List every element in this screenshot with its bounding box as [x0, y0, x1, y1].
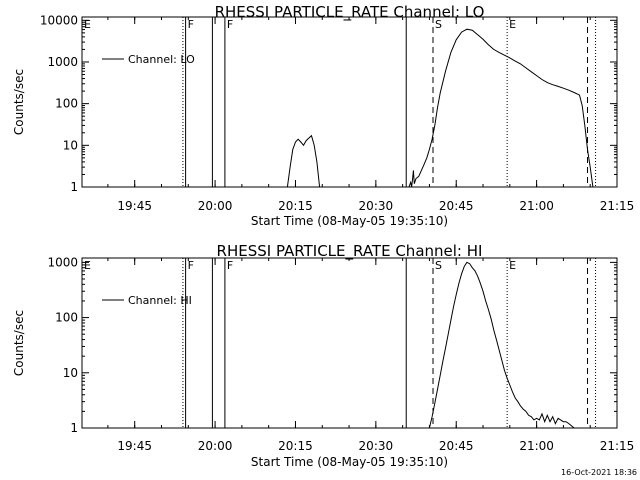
- x-tick-label: 20:15: [278, 439, 313, 453]
- y-tick-label: 1: [70, 421, 78, 435]
- series-line: [428, 261, 575, 429]
- plot-frame: [81, 16, 618, 188]
- x-tick-label: 21:15: [600, 439, 635, 453]
- chart-title: RHESSI PARTICLE_RATE Channel: HI: [217, 242, 483, 261]
- plot-frame: [81, 257, 618, 429]
- y-tick-label: 1000: [47, 255, 78, 269]
- x-tick-label: 21:00: [519, 439, 554, 453]
- y-tick-label: 100: [55, 311, 78, 325]
- series-line: [286, 28, 594, 188]
- y-tick-label: 10: [63, 138, 78, 152]
- x-axis-label: Start Time (08-May-05 19:35:10): [251, 455, 448, 469]
- event-marker-label: E: [509, 18, 516, 31]
- panel-hi: RHESSI PARTICLE_RATE Channel: HI E F F S E 19:…: [12, 242, 634, 469]
- x-tick-label: 20:30: [359, 439, 394, 453]
- x-tick-label: 21:15: [600, 199, 635, 213]
- timestamp: 16-Oct-2021 18:36: [561, 468, 637, 477]
- panel-lo: RHESSI PARTICLE_RATE Channel: LOE F F S E19:…: [12, 3, 634, 228]
- event-marker-label: E: [84, 18, 91, 31]
- event-marker-label: S: [435, 18, 442, 31]
- x-axis-label: Start Time (08-May-05 19:35:10): [251, 214, 448, 228]
- event-marker-label: E: [509, 259, 516, 272]
- legend-label: Channel: LO: [128, 53, 195, 66]
- x-tick-label: 19:45: [117, 439, 152, 453]
- x-tick-label: 20:30: [359, 199, 394, 213]
- y-tick-label: 10: [63, 366, 78, 380]
- y-tick-label: 1: [70, 180, 78, 194]
- event-marker-label: F: [188, 18, 194, 31]
- y-tick-label: 100: [55, 97, 78, 111]
- x-tick-label: 20:00: [198, 439, 233, 453]
- event-marker-label: E: [84, 259, 91, 272]
- x-tick-label: 20:45: [439, 439, 474, 453]
- x-tick-label: 20:00: [198, 199, 233, 213]
- event-marker-label: S: [435, 259, 442, 272]
- y-tick-label: 1000: [47, 55, 78, 69]
- y-axis-label: Counts/sec: [12, 69, 26, 135]
- x-tick-label: 20:15: [278, 199, 313, 213]
- event-marker-label: F: [227, 259, 233, 272]
- x-tick-label: 20:45: [439, 199, 474, 213]
- legend-label: Channel: HI: [128, 294, 192, 307]
- y-axis-label: Counts/sec: [12, 310, 26, 376]
- event-marker-label: F: [188, 259, 194, 272]
- x-tick-label: 19:45: [117, 199, 152, 213]
- x-tick-label: 21:00: [519, 199, 554, 213]
- y-tick-label: 10000: [40, 13, 78, 27]
- event-marker-label: F: [227, 18, 233, 31]
